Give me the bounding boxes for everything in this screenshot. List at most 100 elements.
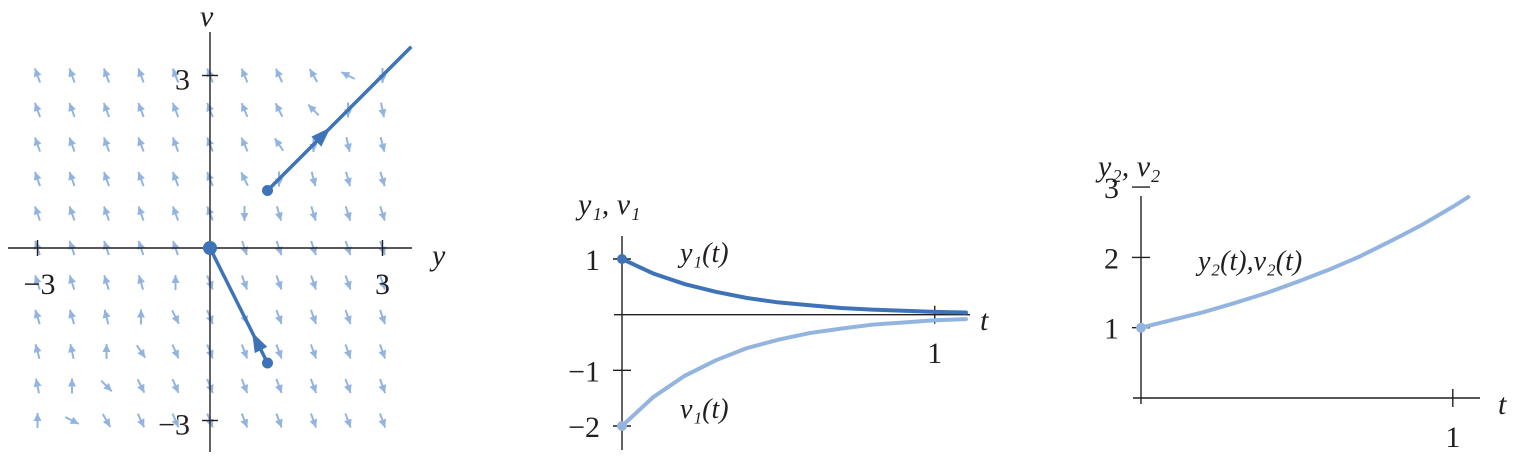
arrowhead: [33, 137, 42, 147]
arrowhead: [171, 68, 180, 78]
y-tick-label: −2: [568, 411, 600, 444]
direction-arrow: [137, 102, 145, 118]
direction-arrow: [240, 171, 249, 187]
arrowhead: [275, 211, 283, 221]
arrowhead: [68, 344, 77, 353]
arrowhead: [241, 68, 249, 78]
direction-arrow: [344, 309, 352, 325]
direction-arrow: [102, 275, 111, 290]
arrowhead: [343, 143, 352, 152]
arrowhead: [137, 275, 145, 285]
direction-arrow: [33, 206, 42, 221]
direction-arrow: [344, 344, 352, 359]
equilibrium-point: [203, 241, 217, 255]
x-tick-label: −3: [24, 268, 56, 301]
arrowhead: [308, 104, 317, 114]
arrowhead: [68, 206, 76, 216]
direction-arrow: [171, 102, 180, 118]
arrowhead: [33, 378, 42, 388]
tick-marks: −3 3 3 −3: [24, 64, 390, 442]
direction-arrow: [240, 275, 249, 290]
arrowhead: [241, 172, 249, 182]
direction-arrow: [33, 68, 42, 83]
arrowhead: [137, 206, 145, 216]
arrowhead: [171, 171, 180, 181]
direction-arrow: [309, 413, 318, 428]
y-tick-label: −1: [568, 355, 600, 388]
arrowhead: [102, 344, 111, 352]
direction-arrow: [240, 378, 249, 394]
arrowhead: [68, 378, 76, 387]
direction-arrow: [378, 309, 387, 325]
direction-arrow: [344, 206, 352, 221]
arrowhead: [344, 384, 352, 394]
direction-arrow: [240, 68, 249, 83]
arrowhead: [241, 103, 249, 113]
arrowhead: [171, 418, 179, 428]
direction-arrow: [68, 102, 76, 118]
direction-arrow: [102, 137, 111, 152]
arrowhead: [309, 68, 318, 78]
direction-arrow: [378, 206, 387, 221]
direction-arrow: [171, 413, 180, 428]
y-axis-label: y₁, v₁: [575, 188, 641, 221]
arrowhead: [309, 280, 318, 290]
arrowhead: [378, 384, 387, 394]
arrowhead: [344, 211, 352, 221]
direction-arrow: [102, 344, 111, 359]
arrowhead: [378, 177, 387, 187]
direction-arrow: [33, 137, 42, 152]
direction-arrow: [378, 275, 387, 290]
direction-arrow: [100, 379, 113, 393]
arrowhead: [344, 349, 352, 359]
direction-arrow: [275, 206, 283, 221]
direction-arrow: [344, 171, 352, 187]
arrowhead: [240, 418, 249, 428]
tick-marks: 1 1 −1 −2: [568, 244, 942, 444]
direction-arrow: [343, 136, 352, 153]
initial-point-1: [617, 421, 627, 431]
arrowhead: [378, 280, 387, 290]
y-tick-label: 1: [1104, 313, 1119, 346]
direction-arrow: [309, 275, 318, 290]
direction-arrow: [274, 68, 284, 83]
series-line-0: [620, 257, 968, 315]
direction-arrow: [136, 344, 146, 359]
series-label-y1: y₁(t): [677, 238, 729, 269]
y2-v2-panel: 1 1 2 3 t y₂, v₂ y₂(t),v₂(t): [1095, 150, 1507, 454]
tick-marks: 1 1 2 3: [1104, 172, 1460, 454]
direction-arrow: [309, 309, 318, 325]
arrowhead: [274, 138, 283, 148]
arrowhead: [33, 171, 42, 181]
direction-arrow: [33, 378, 42, 394]
direction-arrow: [64, 416, 80, 425]
arrowhead: [240, 213, 249, 221]
arrowhead: [102, 68, 111, 78]
direction-arrow: [136, 378, 146, 394]
arrowhead: [68, 137, 76, 147]
arrowhead: [378, 108, 387, 118]
arrowhead: [309, 315, 318, 325]
direction-arrow: [274, 102, 284, 118]
direction-arrow: [171, 137, 180, 152]
direction-arrow: [240, 206, 249, 221]
direction-arrow: [309, 206, 318, 221]
series-line-0: [1139, 194, 1471, 330]
direction-arrow: [137, 68, 145, 83]
x-tick-label: 3: [375, 268, 390, 301]
direction-arrow: [171, 344, 180, 359]
arrowhead: [309, 177, 318, 187]
arrowhead: [102, 309, 111, 319]
direction-arrow: [344, 378, 352, 394]
direction-arrow: [275, 413, 283, 428]
direction-arrow: [307, 103, 320, 117]
initial-point-0: [1136, 322, 1146, 333]
y-tick-label: 3: [1104, 172, 1119, 205]
direction-arrow: [344, 413, 352, 428]
direction-arrow: [171, 378, 180, 394]
y-axis-label: v: [200, 0, 214, 33]
trajectory-arrowhead: [252, 332, 268, 354]
direction-arrow: [101, 413, 112, 428]
y-tick-label: 1: [585, 244, 600, 277]
